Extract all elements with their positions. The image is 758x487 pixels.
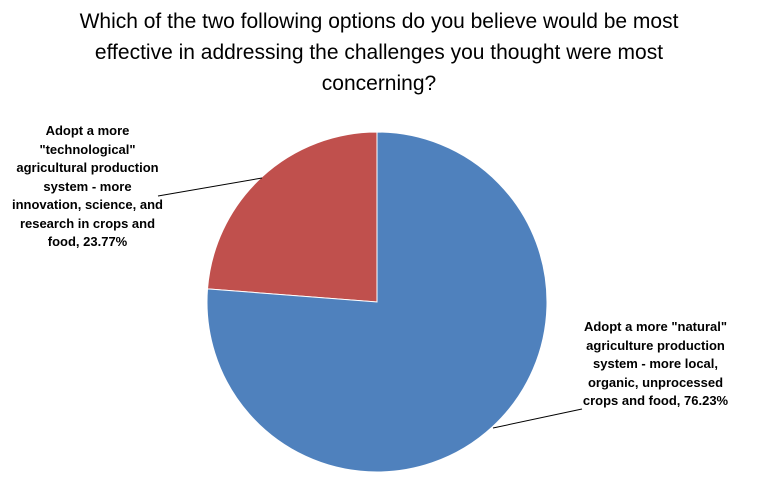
value-label: 23.77%	[83, 234, 128, 249]
leader-line	[157, 177, 263, 197]
pie-slice	[206, 131, 378, 303]
leader-line	[492, 408, 583, 429]
category-label: Adopt a more "technological" agricultura…	[12, 123, 163, 249]
slice-label: Adopt a more "natural" agriculture produ…	[578, 318, 733, 411]
value-label: 76.23%	[684, 393, 729, 408]
category-label: Adopt a more "natural" agriculture produ…	[582, 319, 728, 408]
pie-slice	[206, 131, 548, 473]
slice-label: Adopt a more "technological" agricultura…	[10, 122, 165, 252]
chart-title: Which of the two following options do yo…	[79, 10, 679, 95]
